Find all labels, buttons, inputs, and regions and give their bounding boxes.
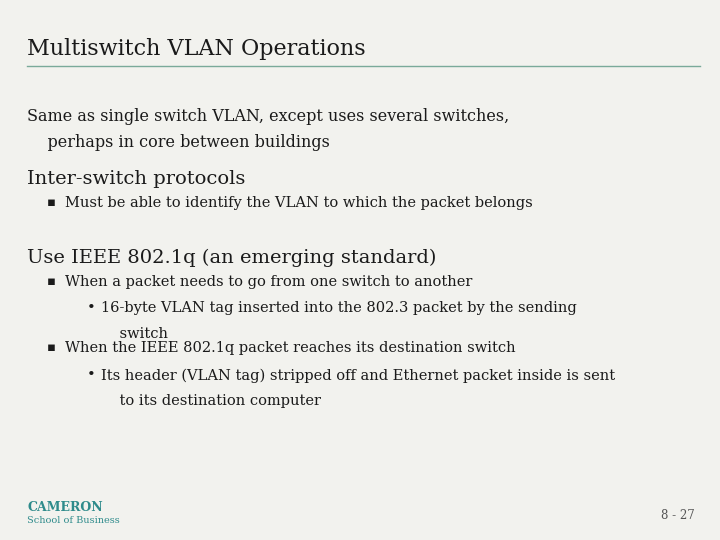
- Text: Must be able to identify the VLAN to which the packet belongs: Must be able to identify the VLAN to whi…: [65, 196, 533, 210]
- Text: to its destination computer: to its destination computer: [101, 394, 321, 408]
- Text: Its header (VLAN tag) stripped off and Ethernet packet inside is sent: Its header (VLAN tag) stripped off and E…: [101, 368, 615, 383]
- Text: When a packet needs to go from one switch to another: When a packet needs to go from one switc…: [65, 275, 472, 289]
- Text: 16-byte VLAN tag inserted into the 802.3 packet by the sending: 16-byte VLAN tag inserted into the 802.3…: [101, 301, 577, 315]
- Text: ▪: ▪: [47, 341, 56, 354]
- Text: School of Business: School of Business: [27, 516, 120, 525]
- Text: Inter-switch protocols: Inter-switch protocols: [27, 170, 246, 188]
- Text: 8 - 27: 8 - 27: [661, 509, 695, 522]
- Text: ▪: ▪: [47, 275, 56, 288]
- Text: •: •: [86, 301, 95, 315]
- Text: When the IEEE 802.1q packet reaches its destination switch: When the IEEE 802.1q packet reaches its …: [65, 341, 516, 355]
- Text: •: •: [86, 368, 95, 382]
- Text: switch: switch: [101, 327, 168, 341]
- Text: CAMERON: CAMERON: [27, 501, 103, 514]
- Text: Use IEEE 802.1q (an emerging standard): Use IEEE 802.1q (an emerging standard): [27, 248, 437, 267]
- Text: ▪: ▪: [47, 196, 56, 209]
- Text: Same as single switch VLAN, except uses several switches,: Same as single switch VLAN, except uses …: [27, 108, 510, 125]
- Text: Multiswitch VLAN Operations: Multiswitch VLAN Operations: [27, 38, 366, 60]
- Text: perhaps in core between buildings: perhaps in core between buildings: [27, 134, 330, 151]
